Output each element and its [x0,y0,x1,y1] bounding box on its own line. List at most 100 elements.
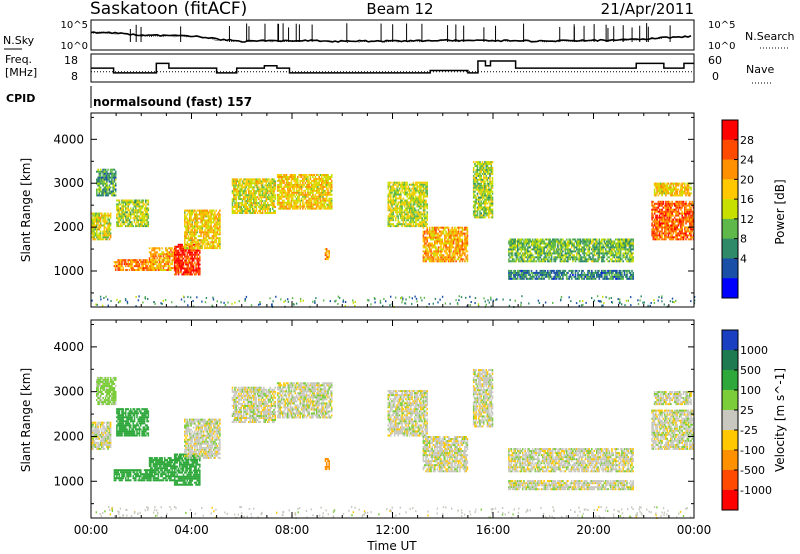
echo-cell [388,198,390,200]
echo-cell [291,182,293,184]
echo-cell [585,256,587,258]
echo-cell [424,233,426,235]
echo-cell [119,201,121,203]
echo-cell [274,198,276,200]
echo-cell [413,219,415,221]
echo-cell [233,200,235,202]
echo-cell [122,203,124,205]
echo-cell [467,245,469,247]
echo-cell [219,247,221,249]
echo-cell [492,199,494,201]
echo-cell [127,207,129,209]
echo-cell [428,252,430,254]
echo-cell [237,212,239,214]
echo-cell [316,208,318,210]
echo-cell [273,192,275,194]
echo-cell [514,248,516,250]
echo-cell [589,245,591,247]
echo-cell [452,227,454,229]
echo-cell [401,213,403,215]
echo-cell [256,198,258,200]
echo-cell [474,212,476,214]
echo-cell [126,211,128,213]
echo-cell [187,233,189,235]
echo-cell [438,229,440,231]
echo-cell [274,186,276,188]
echo-cell [420,211,422,213]
echo-cell [488,201,490,203]
echo-cell [135,207,137,209]
echo-cell [462,241,464,243]
echo-cell [308,180,310,182]
echo-cell [100,219,102,221]
echo-cell [546,250,548,252]
echo-cell [266,194,268,196]
echo-cell [115,185,117,187]
echo-cell [121,225,123,227]
echo-cell [426,196,428,198]
echo-cell [398,186,400,188]
echo-cell [581,258,583,260]
echo-cell [557,250,559,252]
echo-cell [267,192,269,194]
echo-cell [236,198,238,200]
echo-cell [449,252,451,254]
echo-cell [389,184,391,186]
echo-cell [197,231,199,233]
echo-cell [110,236,112,238]
echo-cell [129,203,131,205]
echo-cell [139,265,141,267]
echo-cell [543,241,545,243]
echo-cell [320,198,322,200]
echo-cell [315,176,317,178]
echo-cell [305,192,307,194]
echo-cell [208,235,210,237]
echo-cell [450,250,452,252]
echo-cell [193,266,195,268]
echo-cell [192,223,194,225]
echo-cell [561,258,563,260]
echo-cell [94,236,96,238]
echo-cell [115,194,117,196]
echo-cell [398,219,400,221]
echo-cell [274,194,276,196]
echo-cell [410,201,412,203]
echo-cell [143,265,145,267]
echo-cell [288,192,290,194]
echo-cell [264,202,266,204]
echo-cell [460,256,462,258]
echo-cell [491,165,493,167]
echo-cell [135,223,137,225]
echo-cell [244,188,246,190]
echo-cell [192,273,194,275]
echo-cell [312,194,314,196]
echo-cell [283,180,285,182]
echo-cell [575,260,577,262]
echo-cell [426,213,428,215]
echo-cell [567,246,569,248]
echo-cell [489,179,491,181]
echo-cell [393,217,395,219]
echo-cell [433,239,435,241]
echo-cell [156,251,158,253]
echo-cell [180,271,182,273]
echo-cell [401,205,403,207]
echo-cell [119,221,121,223]
echo-cell [527,252,529,254]
echo-cell [302,202,304,204]
echo-cell [114,187,116,189]
echo-cell [424,213,426,215]
echo-cell [528,245,530,247]
echo-cell [435,231,437,233]
echo-cell [210,223,212,225]
echo-cell [326,254,328,256]
echo-cell [463,250,465,252]
echo-cell [415,196,417,198]
echo-cell [449,254,451,256]
echo-cell [517,250,519,252]
echo-cell [148,203,150,205]
echo-cell [440,252,442,254]
echo-cell [459,237,461,239]
echo-cell [415,192,417,194]
echo-cell [322,184,324,186]
